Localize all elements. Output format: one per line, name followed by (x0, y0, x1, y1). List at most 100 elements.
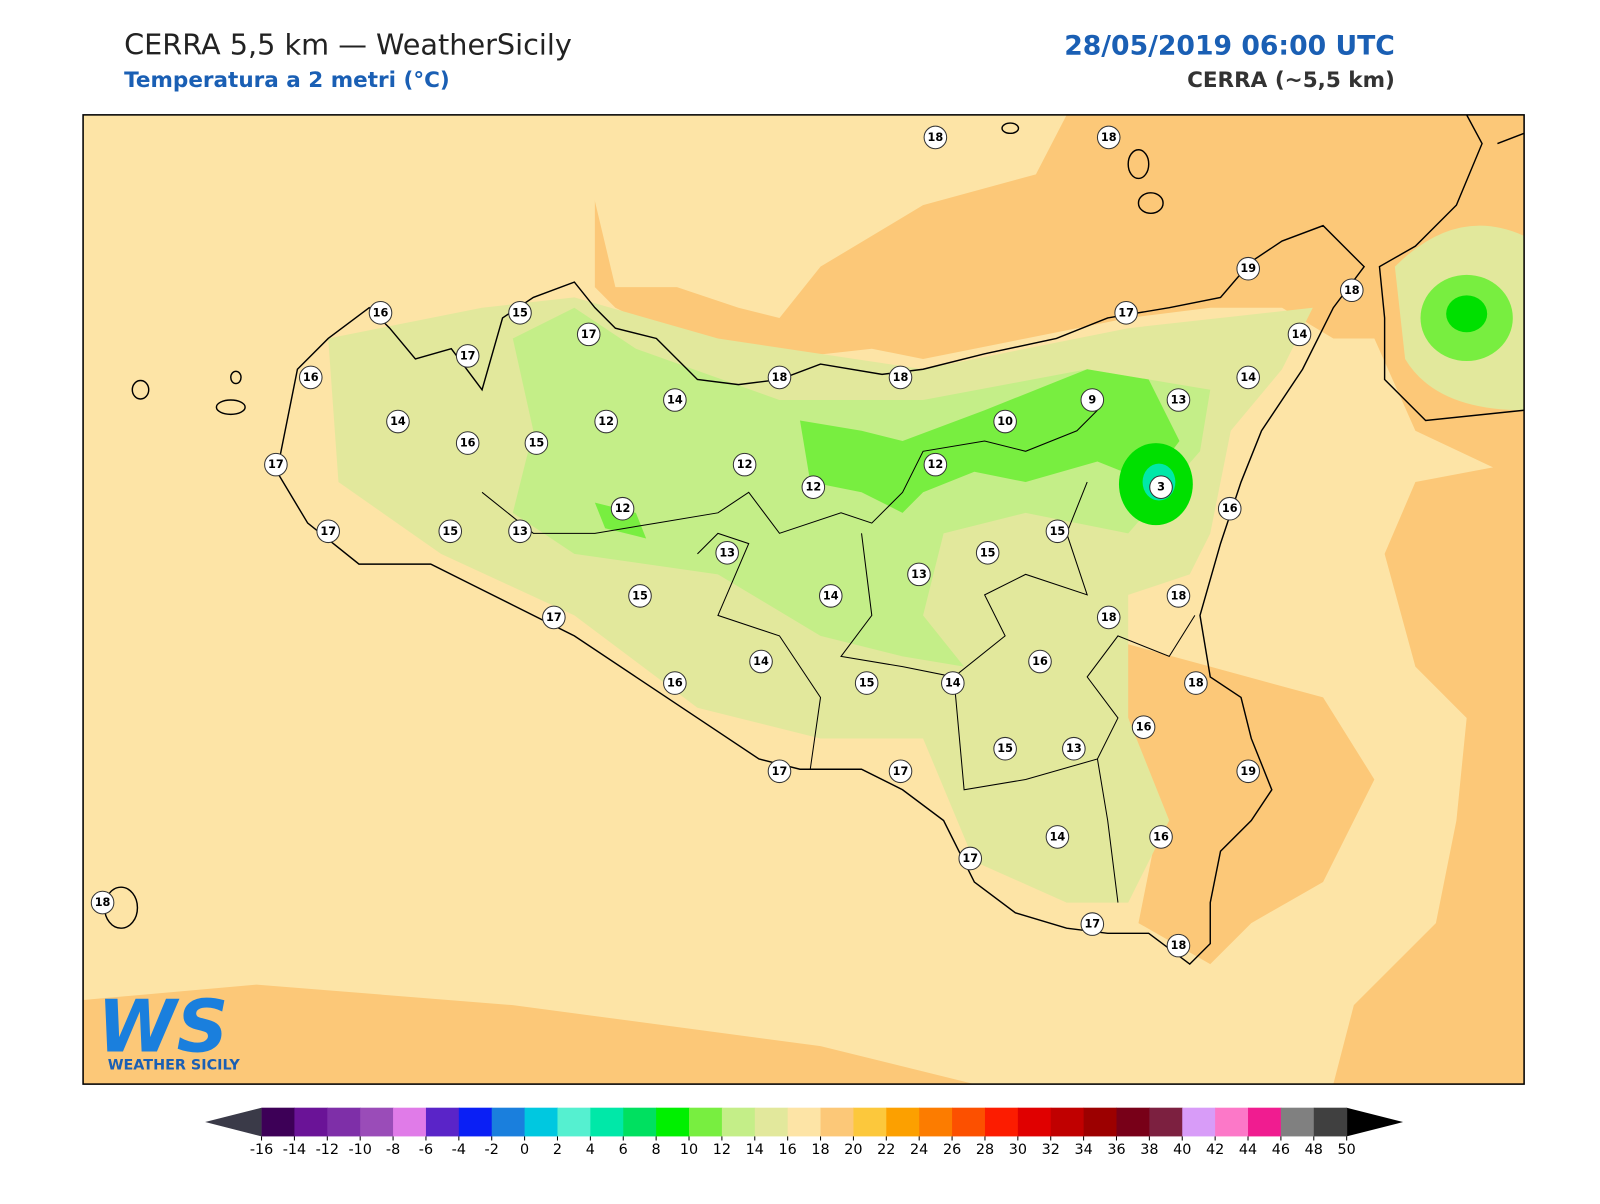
station-marker (767, 759, 792, 784)
station-marker (264, 452, 288, 477)
colorbar-tick-label: 4 (586, 1142, 595, 1158)
field-mild (574, 114, 1067, 318)
colorbar-bin (524, 1107, 558, 1137)
station-value: 16 (1032, 655, 1048, 668)
station-marker (576, 322, 601, 347)
station-marker (663, 671, 687, 695)
station-value: 17 (581, 328, 597, 341)
station-value: 14 (753, 655, 769, 668)
station-marker (1149, 825, 1173, 849)
colorbar-bin (1280, 1107, 1315, 1137)
station-marker (993, 736, 1017, 761)
station-value: 17 (320, 525, 336, 538)
colorbar-tick-label: 8 (652, 1142, 661, 1158)
colorbar-bin (458, 1107, 493, 1137)
station-value: 17 (460, 349, 476, 362)
station-marker (663, 388, 687, 412)
colorbar: -16 -14 -12 -10 -8 -6 -4 -2 0 2 4 6 8 10 12 14 16 18 20 22 2… (205, 1107, 1404, 1158)
station-value: 16 (303, 371, 319, 384)
station-marker (1184, 671, 1208, 695)
colorbar-bin (787, 1107, 822, 1137)
station-value: 18 (893, 371, 909, 384)
station-value: 18 (1101, 611, 1117, 624)
colorbar-bin (919, 1107, 953, 1137)
field-warm (83, 984, 975, 1085)
station-marker (1080, 388, 1105, 412)
colorbar-bin (327, 1107, 361, 1137)
colorbar-bin (984, 1107, 1019, 1137)
station-value: 12 (615, 502, 631, 515)
station-marker (1114, 301, 1138, 325)
colorbar-tick-label: -16 (250, 1142, 273, 1158)
colorbar-bin (820, 1107, 854, 1137)
colorbar-tick-label: 10 (680, 1142, 698, 1158)
station-marker (594, 409, 618, 434)
colorbar-tick-label: 36 (1107, 1142, 1125, 1158)
colorbar-bin (853, 1107, 887, 1137)
source: CERRA (~5,5 km) (1187, 68, 1395, 93)
station-marker (1236, 759, 1260, 784)
station-value: 16 (1153, 830, 1169, 843)
colorbar-over (1346, 1107, 1404, 1137)
colorbar-tick-label: 28 (976, 1142, 994, 1158)
station-marker (610, 496, 635, 521)
station-marker (1045, 825, 1070, 849)
station-marker (749, 649, 773, 674)
station-marker (1062, 736, 1086, 761)
station-value: 16 (1222, 502, 1238, 515)
station-marker (524, 431, 549, 455)
colorbar-bin (294, 1107, 328, 1137)
date: 28/05/2019 06:00 UTC (1064, 30, 1395, 61)
colorbar-tick-label: 16 (779, 1142, 797, 1158)
colorbar-tick-label: -10 (348, 1142, 371, 1158)
station-value: 12 (737, 458, 753, 471)
station-value: 9 (1088, 394, 1096, 407)
station-value: 15 (1050, 525, 1066, 538)
colorbar-tick-label: 34 (1074, 1142, 1092, 1158)
station-value: 15 (859, 677, 875, 690)
colorbar-tick-label: 0 (520, 1142, 529, 1158)
station-marker (1131, 715, 1156, 739)
colorbar-bin (656, 1107, 690, 1137)
station-marker (941, 671, 965, 695)
field-cold (594, 502, 647, 539)
map-area: 18 18 16 15 17 17 16 14 14 18 18 17 19 18 14 14 9 13 10 12 1… (83, 114, 1525, 1085)
station-marker (923, 125, 948, 150)
station-value: 17 (893, 765, 909, 778)
colorbar-bin (689, 1107, 723, 1137)
colorbar-bin (1313, 1107, 1348, 1137)
colorbar-tick-label: 30 (1009, 1142, 1027, 1158)
station-marker (90, 890, 115, 915)
station-marker (1217, 496, 1242, 521)
station-marker (715, 541, 739, 565)
colorbar-bin (1017, 1107, 1052, 1137)
title: CERRA 5,5 km — WeatherSicily (124, 27, 572, 61)
colorbar-bin (886, 1107, 920, 1137)
field-warm (1333, 461, 1525, 1085)
station-value: 15 (632, 589, 648, 602)
station-marker (438, 519, 463, 544)
station-marker (1166, 584, 1191, 608)
station-marker (508, 519, 532, 544)
station-marker (1149, 475, 1173, 499)
station-value: 19 (1240, 262, 1256, 275)
station-marker (1028, 649, 1052, 674)
station-value: 17 (1084, 918, 1100, 931)
station-value: 17 (546, 611, 562, 624)
station-marker (298, 365, 323, 390)
station-value: 13 (719, 546, 735, 559)
station-value: 14 (945, 677, 961, 690)
station-marker (508, 301, 532, 325)
colorbar-bin (1182, 1107, 1216, 1137)
station-value: 18 (1344, 284, 1360, 297)
colorbar-tick-label: 48 (1305, 1142, 1323, 1158)
station-marker (1096, 125, 1121, 150)
colorbar-bin (1050, 1107, 1085, 1137)
colorbar-bin (491, 1107, 526, 1137)
station-marker (1287, 322, 1312, 347)
colorbar-tick-label: 20 (844, 1142, 862, 1158)
station-marker (316, 519, 340, 544)
field-warm (1097, 635, 1375, 965)
colorbar-bin (1149, 1107, 1183, 1137)
